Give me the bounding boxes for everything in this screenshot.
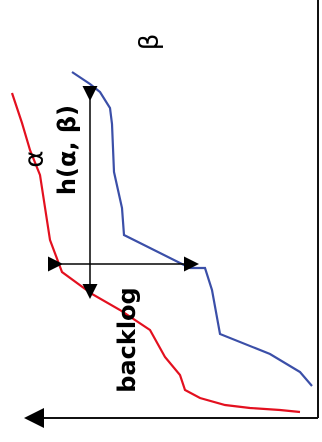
backlog-label: backlog — [113, 287, 141, 392]
beta-curve — [71, 71, 313, 387]
beta-label: β — [135, 34, 165, 51]
alpha-curve — [10, 92, 301, 414]
alpha-label: α — [20, 150, 50, 167]
h-label: h(α, β) — [53, 105, 81, 195]
